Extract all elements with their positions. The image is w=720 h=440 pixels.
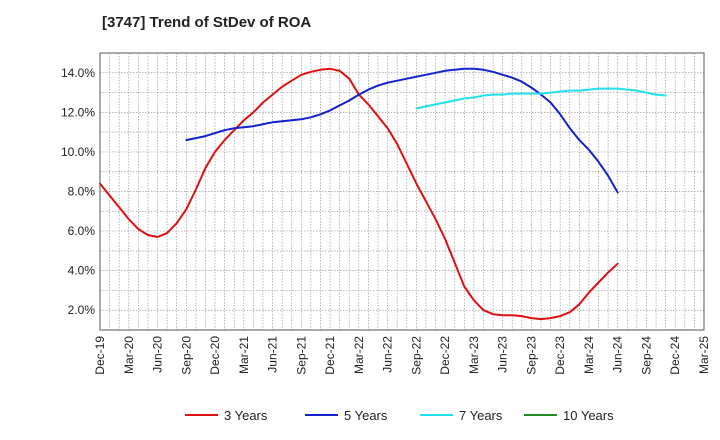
y-tick-labels: 2.0% 4.0% 6.0% 8.0% 10.0% 12.0% 14.0%: [61, 66, 95, 317]
y-tick-label: 14.0%: [61, 66, 95, 80]
series-line-5-years: [185, 67, 619, 194]
x-tick-label: Sep-21: [294, 336, 308, 375]
legend-label: 7 Years: [459, 408, 503, 423]
x-tick-label: Sep-24: [639, 336, 653, 375]
legend-label: 5 Years: [344, 408, 388, 423]
x-tick-label: Mar-22: [352, 336, 366, 374]
x-tick-label: Mar-21: [237, 336, 251, 374]
series-line-7-years: [415, 87, 667, 110]
x-tick-label: Jun-23: [496, 336, 510, 373]
x-tick-label: Jun-21: [266, 336, 280, 373]
y-tick-label: 2.0%: [68, 303, 96, 317]
series-layer: [99, 67, 667, 321]
y-tick-label: 12.0%: [61, 105, 95, 119]
y-tick-label: 4.0%: [68, 264, 96, 278]
x-tick-label: Dec-21: [323, 336, 337, 375]
x-tick-labels: Dec-19 Mar-20 Jun-20 Sep-20 Dec-20 Mar-21 Jun-…: [93, 336, 711, 375]
x-tick-label: Mar-24: [582, 336, 596, 374]
grid-layer: [100, 53, 704, 330]
legend-label: 10 Years: [563, 408, 614, 423]
x-tick-label: Dec-20: [208, 336, 222, 375]
x-tick-label: Sep-20: [179, 336, 193, 375]
legend: 3 Years 5 Years 7 Years 10 Years: [185, 408, 614, 423]
x-tick-label: Jun-24: [611, 336, 625, 373]
x-tick-label: Sep-22: [409, 336, 423, 375]
chart-title: [3747] Trend of StDev of ROA: [102, 14, 312, 31]
x-tick-label: Dec-19: [93, 336, 107, 375]
x-tick-label: Jun-22: [381, 336, 395, 373]
x-tick-label: Sep-23: [524, 336, 538, 375]
x-tick-label: Mar-20: [122, 336, 136, 374]
x-tick-label: Dec-23: [553, 336, 567, 375]
x-tick-label: Mar-23: [467, 336, 481, 374]
x-tick-label: Jun-20: [151, 336, 165, 373]
y-tick-label: 10.0%: [61, 145, 95, 159]
x-tick-label: Dec-24: [668, 336, 682, 375]
y-tick-label: 6.0%: [68, 224, 96, 238]
x-tick-label: Dec-22: [438, 336, 452, 375]
legend-label: 3 Years: [224, 408, 268, 423]
x-tick-label: Mar-25: [697, 336, 711, 374]
y-tick-label: 8.0%: [68, 185, 96, 199]
plot-frame: [99, 52, 705, 331]
